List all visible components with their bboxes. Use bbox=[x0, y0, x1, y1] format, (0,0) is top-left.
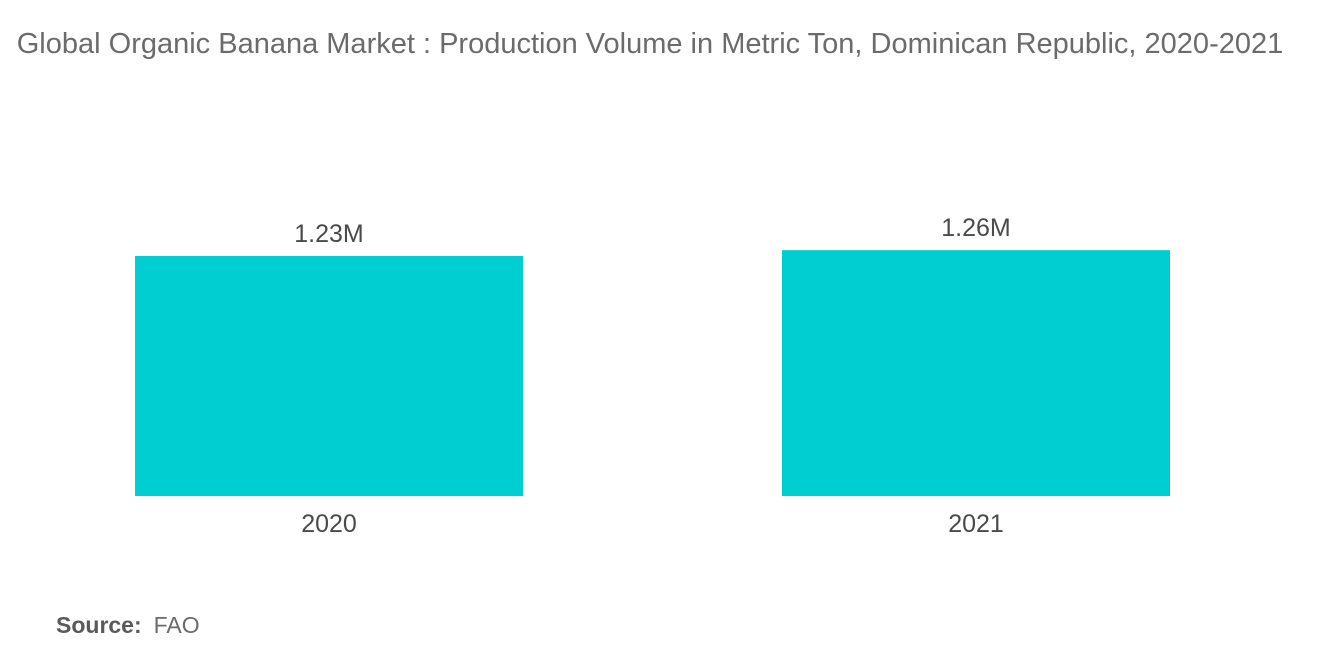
chart-title: Global Organic Banana Market : Productio… bbox=[16, 28, 1284, 60]
data-label-2020: 1.23M bbox=[294, 220, 363, 248]
source-label: Source: bbox=[56, 612, 142, 638]
x-tick-label-2020: 2020 bbox=[301, 510, 357, 538]
bar-2020 bbox=[135, 256, 523, 496]
x-tick-label-2021: 2021 bbox=[948, 510, 1004, 538]
source-value: FAO bbox=[153, 612, 200, 638]
bar-2021 bbox=[782, 250, 1170, 496]
data-label-2021: 1.26M bbox=[941, 214, 1010, 242]
source-note: Source: FAO bbox=[56, 612, 200, 639]
